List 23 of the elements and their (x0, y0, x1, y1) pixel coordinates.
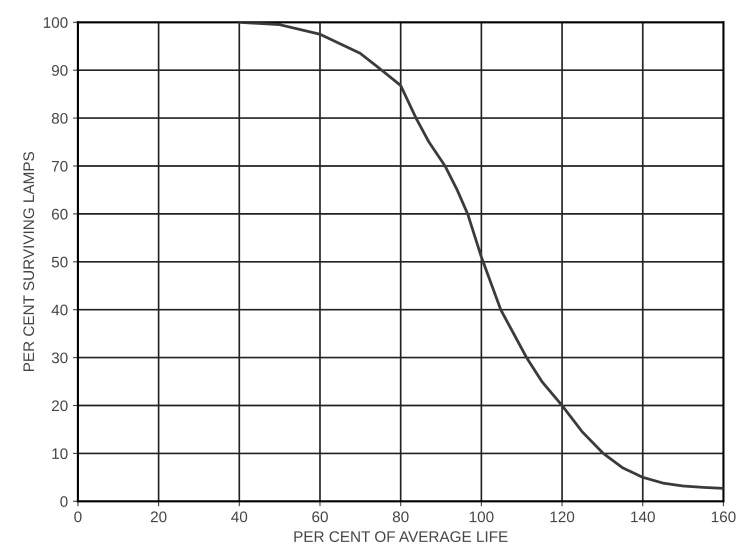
x-tick-label: 80 (392, 511, 409, 522)
y-tick-label: 70 (52, 160, 68, 172)
y-tick-label: 20 (52, 400, 68, 412)
y-tick-label: 90 (52, 65, 68, 76)
y-axis-title: PER CENT SURVIVING LAMPS (23, 152, 34, 372)
y-tick-label: 60 (52, 208, 68, 220)
x-tick-label: 120 (550, 511, 574, 522)
x-tick-label: 40 (231, 511, 248, 522)
x-tick-label: 160 (712, 511, 736, 522)
y-tick-label: 80 (52, 112, 68, 124)
x-tick-label: 20 (150, 511, 167, 522)
line-series (238, 22, 724, 490)
y-tick-label: 40 (52, 304, 68, 316)
y-tick-label: 0 (60, 496, 68, 507)
x-tick-label: 100 (470, 511, 494, 522)
x-tick-label: 140 (631, 511, 655, 522)
y-tick-label: 100 (44, 17, 68, 28)
x-tick-label: 0 (74, 511, 82, 522)
y-tick-label: 10 (52, 448, 68, 460)
x-axis-title: PER CENT OF AVERAGE LIFE (294, 531, 508, 542)
y-tick-label: 30 (52, 352, 68, 364)
x-tick-label: 60 (312, 511, 328, 522)
y-tick-label: 50 (52, 256, 68, 268)
